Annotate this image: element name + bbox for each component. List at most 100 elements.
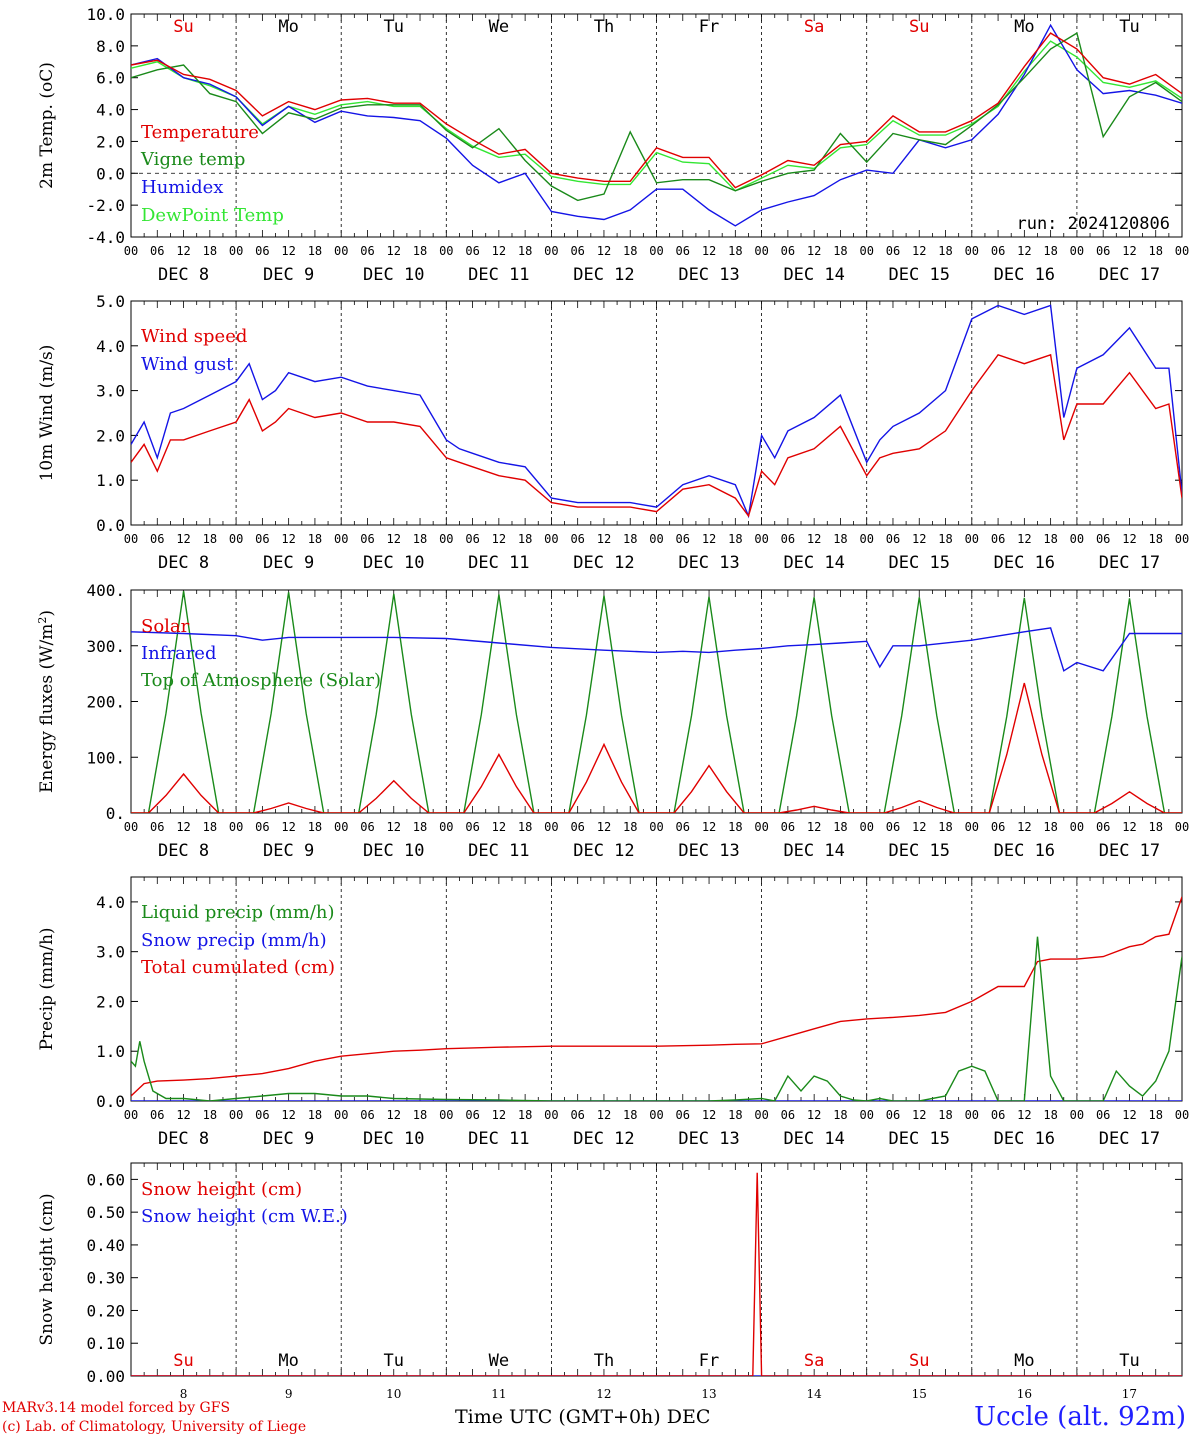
weekday-label: Su	[173, 1351, 193, 1371]
date-label: DEC 17	[1099, 265, 1160, 285]
date-label: DEC 15	[889, 841, 950, 861]
y-tick-label: 3.0	[96, 382, 125, 401]
hour-tick-label: 12	[492, 1108, 506, 1122]
hour-tick-label: 06	[360, 532, 374, 546]
hour-tick-label: 18	[308, 1108, 322, 1122]
y-tick-label: 0.60	[86, 1170, 125, 1189]
hour-tick-label: 18	[1148, 820, 1162, 834]
hour-tick-label: 06	[570, 244, 584, 258]
y-axis-label: 10m Wind (m/s)	[37, 345, 57, 482]
hour-tick-label: 00	[544, 820, 558, 834]
hour-tick-label: 12	[176, 1108, 190, 1122]
hour-tick-label: 06	[150, 244, 164, 258]
hour-tick-label: 12	[1122, 244, 1136, 258]
hour-tick-label: 06	[570, 1108, 584, 1122]
hour-tick-label: 12	[281, 1108, 295, 1122]
legend-entry: Infrared	[141, 643, 216, 664]
panel-3: 0. 100. 200. 300. 400. Energy fluxes (W/m2) 00…	[36, 581, 1190, 861]
hour-tick-label: 06	[255, 820, 269, 834]
hour-tick-label: 00	[649, 244, 663, 258]
hour-tick-label: 18	[203, 244, 217, 258]
series-line-infrared	[131, 627, 1182, 672]
series-line-temperature	[131, 32, 1182, 189]
legend-entry: Temperature	[141, 122, 259, 143]
hour-tick-label: 18	[308, 244, 322, 258]
series-line-top-of-atmosphere-solar	[131, 591, 1182, 813]
hour-tick-label: 18	[413, 244, 427, 258]
hour-tick-label: 12	[597, 244, 611, 258]
hour-tick-label: 12	[912, 532, 926, 546]
hour-tick-label: 06	[465, 244, 479, 258]
y-tick-label: 0.40	[86, 1236, 125, 1255]
date-label: DEC 10	[363, 553, 424, 573]
hour-tick-label: 06	[991, 1108, 1005, 1122]
hour-tick-label: 12	[702, 820, 716, 834]
hour-tick-label: 06	[150, 532, 164, 546]
weekday-label: Sa	[804, 17, 824, 37]
hour-tick-label: 06	[886, 244, 900, 258]
hour-tick-label: 18	[833, 1108, 847, 1122]
y-tick-label: 0.	[106, 804, 125, 823]
hour-tick-label: 00	[859, 820, 873, 834]
hour-tick-label: 18	[1043, 1108, 1057, 1122]
hour-tick-label: 06	[676, 532, 690, 546]
day-number-label: 13	[701, 1387, 716, 1400]
hour-tick-label: 18	[938, 532, 952, 546]
panel-4: 0.0 1.0 2.0 3.0 4.0 Precip (mm/h) 00 06 12 18 DEC …	[37, 876, 1189, 1149]
panel-2: 0.0 1.0 2.0 3.0 4.0 5.0 10m Wind (m/s) 00 06 12 18…	[37, 292, 1189, 573]
date-label: DEC 12	[573, 841, 634, 861]
y-tick-label: 0.0	[96, 1092, 125, 1111]
series-line-vigne-temp	[131, 32, 1182, 202]
weekday-label: Mo	[1014, 17, 1034, 37]
hour-tick-label: 12	[492, 820, 506, 834]
hour-tick-label: 06	[781, 532, 795, 546]
hour-tick-label: 06	[676, 244, 690, 258]
hour-tick-label: 00	[124, 1108, 138, 1122]
series-line-wind-gust	[131, 304, 1182, 519]
hour-tick-label: 12	[807, 244, 821, 258]
legend-entry: Wind gust	[141, 354, 234, 375]
hour-tick-label: 18	[623, 1108, 637, 1122]
date-label: DEC 10	[363, 265, 424, 285]
hour-tick-label: 00	[649, 820, 663, 834]
hour-tick-label: 00	[544, 1108, 558, 1122]
hour-tick-label: 18	[203, 532, 217, 546]
hour-tick-label: 12	[387, 244, 401, 258]
y-tick-label: 2.0	[96, 992, 125, 1011]
hour-tick-label: 12	[807, 1108, 821, 1122]
hour-tick-label: 12	[1122, 532, 1136, 546]
hour-tick-label: 18	[938, 820, 952, 834]
y-tick-label: 0.0	[96, 164, 125, 183]
panel-frame	[130, 300, 1183, 526]
y-tick-label: 2.0	[96, 426, 125, 445]
weekday-label: Mo	[278, 1351, 298, 1371]
date-label: DEC 9	[263, 1129, 314, 1149]
hour-tick-label: 12	[807, 532, 821, 546]
y-tick-label: -4.0	[86, 228, 125, 247]
series-line-wind-speed	[131, 353, 1182, 518]
day-number-label: 11	[491, 1387, 506, 1400]
date-label: DEC 14	[783, 265, 844, 285]
hour-tick-label: 00	[229, 532, 243, 546]
date-label: DEC 12	[573, 265, 634, 285]
hour-tick-label: 12	[1017, 1108, 1031, 1122]
hour-tick-label: 12	[176, 244, 190, 258]
hour-tick-label: 18	[728, 1108, 742, 1122]
date-label: DEC 14	[783, 553, 844, 573]
hour-tick-label: 00	[1175, 244, 1189, 258]
legend-entry: Snow height (cm W.E.)	[141, 1206, 348, 1227]
y-tick-label: 300.	[86, 637, 125, 656]
hour-tick-label: 06	[570, 532, 584, 546]
hour-tick-label: 00	[229, 820, 243, 834]
hour-tick-label: 18	[1043, 820, 1057, 834]
hour-tick-label: 00	[439, 244, 453, 258]
weekday-label: Th	[594, 1351, 614, 1371]
hour-tick-label: 12	[176, 820, 190, 834]
hour-tick-label: 18	[833, 244, 847, 258]
hour-tick-label: 12	[807, 820, 821, 834]
date-label: DEC 13	[678, 553, 739, 573]
hour-tick-label: 00	[965, 820, 979, 834]
legend-entry: Snow height (cm)	[141, 1179, 302, 1200]
hour-tick-label: 18	[413, 1108, 427, 1122]
y-tick-label: -2.0	[86, 196, 125, 215]
